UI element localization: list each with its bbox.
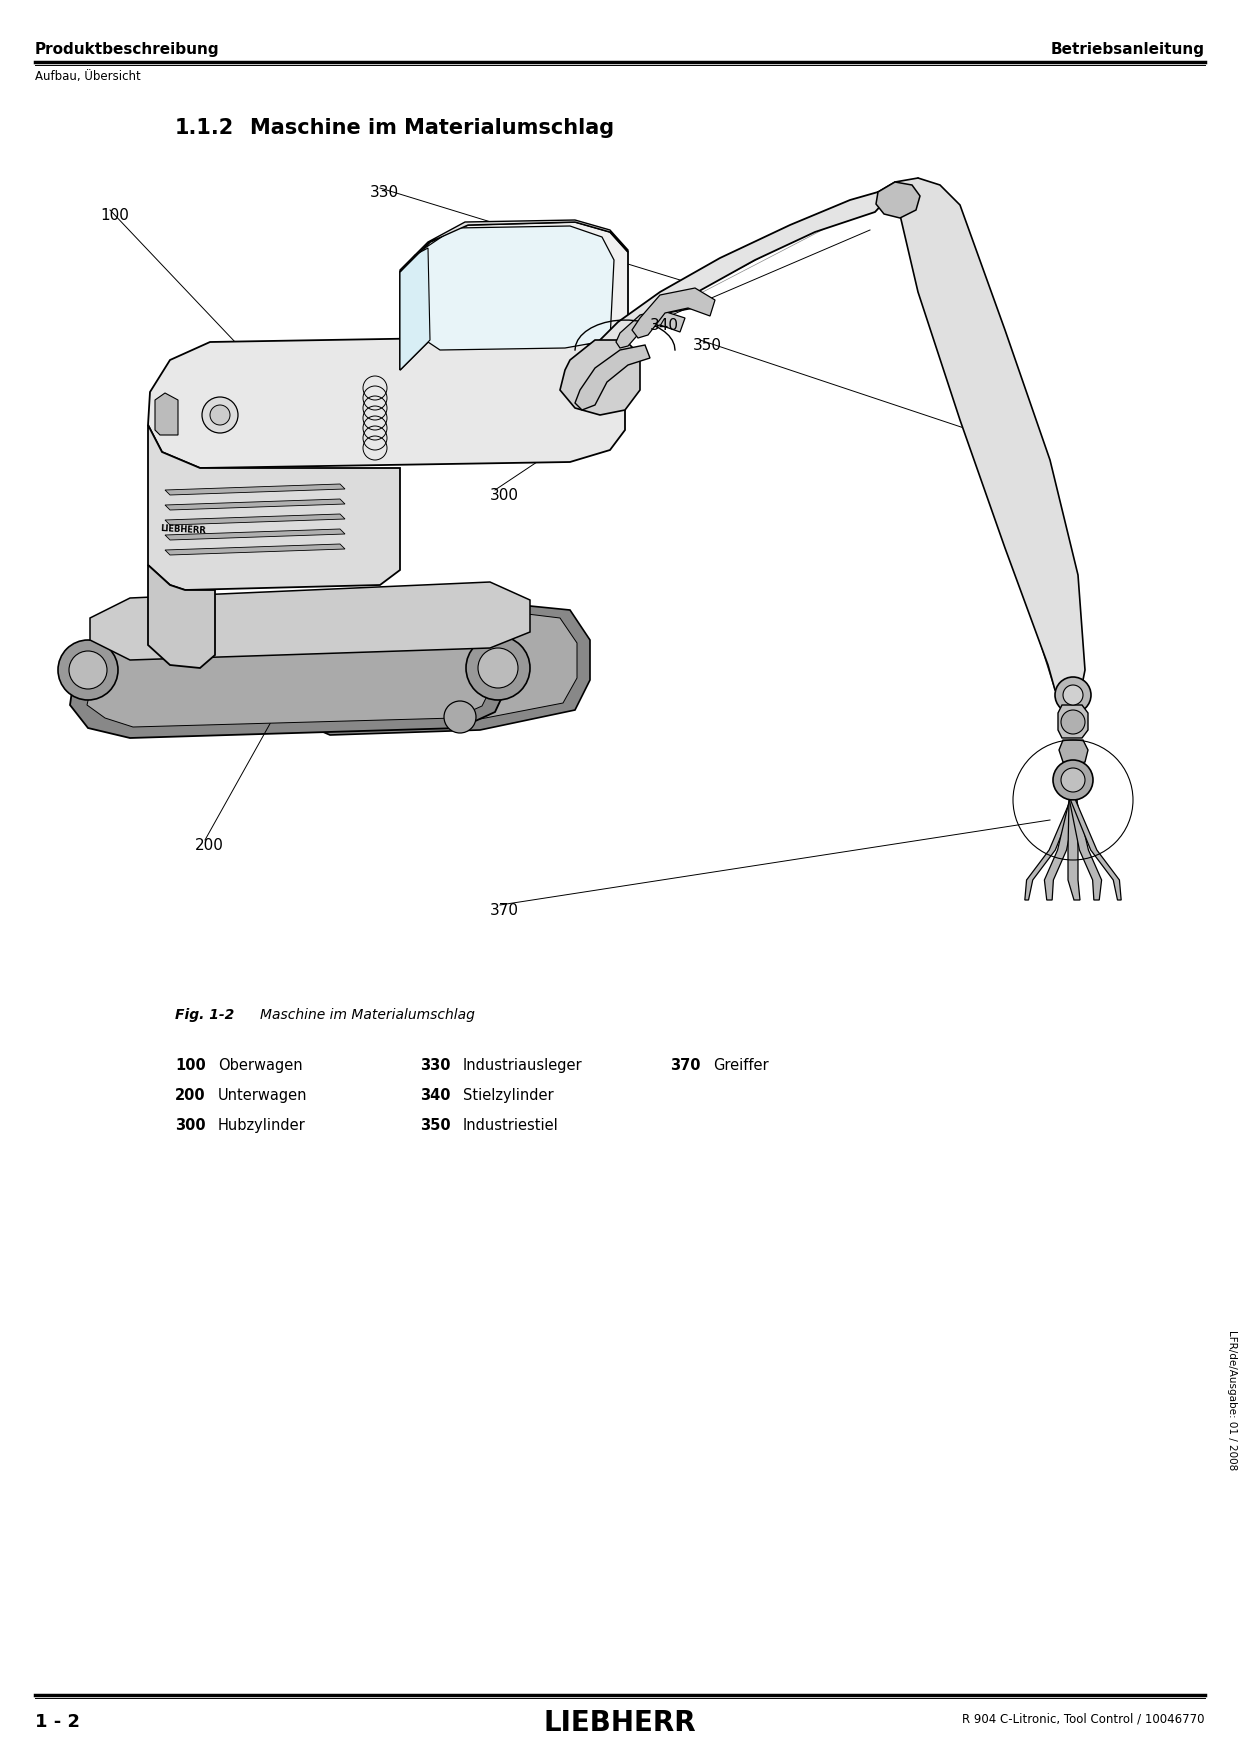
Polygon shape: [1058, 706, 1087, 739]
Polygon shape: [1069, 800, 1101, 900]
Polygon shape: [616, 311, 684, 347]
Text: 340: 340: [650, 318, 680, 333]
Text: Maschine im Materialumschlag: Maschine im Materialumschlag: [260, 1007, 475, 1021]
Text: 200: 200: [175, 1088, 206, 1102]
Text: Oberwagen: Oberwagen: [218, 1058, 303, 1072]
Text: Fig. 1-2: Fig. 1-2: [175, 1007, 234, 1021]
Circle shape: [58, 641, 118, 700]
Text: LFR/de/Ausgabe: 01 / 2008: LFR/de/Ausgabe: 01 / 2008: [1228, 1330, 1238, 1471]
Circle shape: [210, 405, 229, 425]
Polygon shape: [148, 335, 625, 469]
Text: Aufbau, Übersicht: Aufbau, Übersicht: [35, 70, 141, 82]
Polygon shape: [1024, 800, 1075, 900]
Text: 370: 370: [490, 904, 520, 918]
Text: Unterwagen: Unterwagen: [218, 1088, 308, 1102]
Polygon shape: [878, 177, 1085, 700]
Text: 350: 350: [693, 339, 722, 353]
Polygon shape: [165, 544, 345, 555]
Circle shape: [1061, 711, 1085, 734]
Text: 370: 370: [670, 1058, 701, 1072]
Polygon shape: [1068, 800, 1080, 900]
Text: Hubzylinder: Hubzylinder: [218, 1118, 306, 1134]
Text: Produktbeschreibung: Produktbeschreibung: [35, 42, 219, 56]
Text: Greiffer: Greiffer: [713, 1058, 769, 1072]
Circle shape: [477, 648, 518, 688]
Text: 340: 340: [420, 1088, 450, 1102]
Text: 350: 350: [420, 1118, 450, 1134]
Polygon shape: [401, 219, 627, 272]
Polygon shape: [303, 607, 577, 725]
Text: Industriestiel: Industriestiel: [463, 1118, 559, 1134]
Text: 300: 300: [175, 1118, 206, 1134]
Circle shape: [202, 397, 238, 433]
Polygon shape: [1070, 800, 1121, 900]
Text: Industriausleger: Industriausleger: [463, 1058, 583, 1072]
Polygon shape: [155, 393, 179, 435]
Polygon shape: [165, 528, 345, 541]
Text: 100: 100: [175, 1058, 206, 1072]
Polygon shape: [165, 498, 345, 511]
Circle shape: [444, 700, 476, 734]
Polygon shape: [401, 221, 627, 376]
Text: 330: 330: [370, 184, 399, 200]
Polygon shape: [148, 425, 401, 590]
Circle shape: [466, 635, 529, 700]
Text: R 904 C-Litronic, Tool Control / 10046770: R 904 C-Litronic, Tool Control / 1004677…: [962, 1713, 1205, 1725]
Circle shape: [1063, 684, 1083, 706]
Polygon shape: [290, 600, 590, 735]
Polygon shape: [401, 247, 430, 370]
Text: LIEBHERR: LIEBHERR: [160, 525, 206, 535]
Polygon shape: [165, 484, 345, 495]
Text: 330: 330: [420, 1058, 450, 1072]
Text: 1.1.2: 1.1.2: [175, 118, 234, 139]
Text: 200: 200: [195, 837, 224, 853]
Polygon shape: [1044, 800, 1076, 900]
Circle shape: [1061, 769, 1085, 792]
Text: Maschine im Materialumschlag: Maschine im Materialumschlag: [250, 118, 614, 139]
Text: LIEBHERR: LIEBHERR: [543, 1709, 697, 1737]
Text: 1 - 2: 1 - 2: [35, 1713, 81, 1730]
Polygon shape: [560, 340, 640, 414]
Polygon shape: [632, 288, 715, 339]
Polygon shape: [575, 346, 650, 411]
Text: Betriebsanleitung: Betriebsanleitung: [1052, 42, 1205, 56]
Circle shape: [1053, 760, 1092, 800]
Polygon shape: [87, 612, 496, 727]
Polygon shape: [165, 514, 345, 525]
Polygon shape: [875, 183, 920, 218]
Text: 300: 300: [490, 488, 520, 504]
Polygon shape: [91, 583, 529, 660]
Polygon shape: [148, 565, 215, 669]
Circle shape: [69, 651, 107, 690]
Polygon shape: [1059, 741, 1087, 765]
Polygon shape: [591, 191, 888, 362]
Circle shape: [1055, 677, 1091, 713]
Text: 100: 100: [100, 209, 129, 223]
Polygon shape: [69, 602, 510, 739]
Text: Stielzylinder: Stielzylinder: [463, 1088, 553, 1102]
Polygon shape: [420, 226, 614, 349]
